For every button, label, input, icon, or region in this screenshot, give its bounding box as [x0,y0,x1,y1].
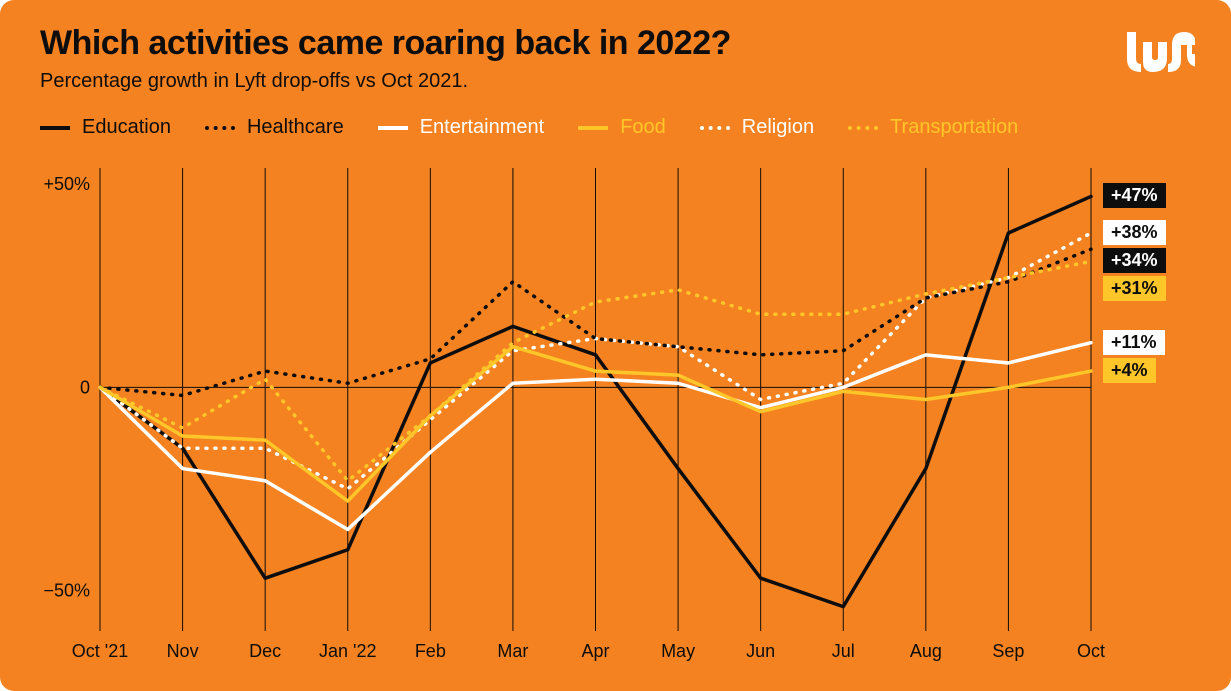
legend-item: Food [578,116,666,139]
svg-text:Jul: Jul [832,641,855,661]
svg-text:Oct '21: Oct '21 [72,641,128,661]
legend-label: Religion [742,116,814,139]
lyft-logo [1125,28,1195,77]
svg-text:Sep: Sep [992,641,1024,661]
legend-swatch [700,126,730,130]
legend-item: Religion [700,116,814,139]
legend-swatch [848,126,878,130]
svg-text:0: 0 [80,377,90,397]
series-end-label: +34% [1103,248,1166,273]
svg-text:Jan '22: Jan '22 [319,641,376,661]
series-end-label: +38% [1103,220,1166,245]
legend-item: Healthcare [205,116,344,139]
legend-label: Entertainment [420,116,545,139]
svg-text:Apr: Apr [581,641,609,661]
legend-swatch [40,126,70,130]
legend-item: Education [40,116,171,139]
chart-subtitle: Percentage growth in Lyft drop-offs vs O… [40,70,468,93]
svg-text:Nov: Nov [167,641,199,661]
svg-text:Jun: Jun [746,641,775,661]
svg-text:May: May [661,641,695,661]
svg-text:Mar: Mar [497,641,528,661]
series-end-label: +47% [1103,183,1166,208]
series-end-label: +31% [1103,276,1166,301]
svg-text:Aug: Aug [910,641,942,661]
series-end-label: +4% [1103,358,1156,383]
legend-swatch [205,126,235,130]
chart-title: Which activities came roaring back in 20… [40,24,731,63]
legend-label: Healthcare [247,116,344,139]
legend-swatch [578,126,608,130]
svg-text:Dec: Dec [249,641,281,661]
line-chart: −50% 0 +50% Oct '21 Nov Dec Jan '22 Feb Mar Apr Ma… [40,160,1191,665]
series-end-label: +11% [1103,330,1165,355]
legend-swatch [378,126,408,130]
legend-label: Transportation [890,116,1018,139]
svg-text:Feb: Feb [415,641,446,661]
svg-text:Oct: Oct [1077,641,1105,661]
legend: Education Healthcare Entertainment Food Reli… [40,116,1018,139]
legend-label: Food [620,116,666,139]
svg-text:+50%: +50% [43,174,90,194]
legend-item: Transportation [848,116,1018,139]
chart-svg: −50% 0 +50% Oct '21 Nov Dec Jan '22 Feb Mar Apr Ma… [40,160,1191,665]
legend-item: Entertainment [378,116,545,139]
infographic-card: Which activities came roaring back in 20… [0,0,1231,691]
legend-label: Education [82,116,171,139]
svg-text:−50%: −50% [43,580,90,600]
